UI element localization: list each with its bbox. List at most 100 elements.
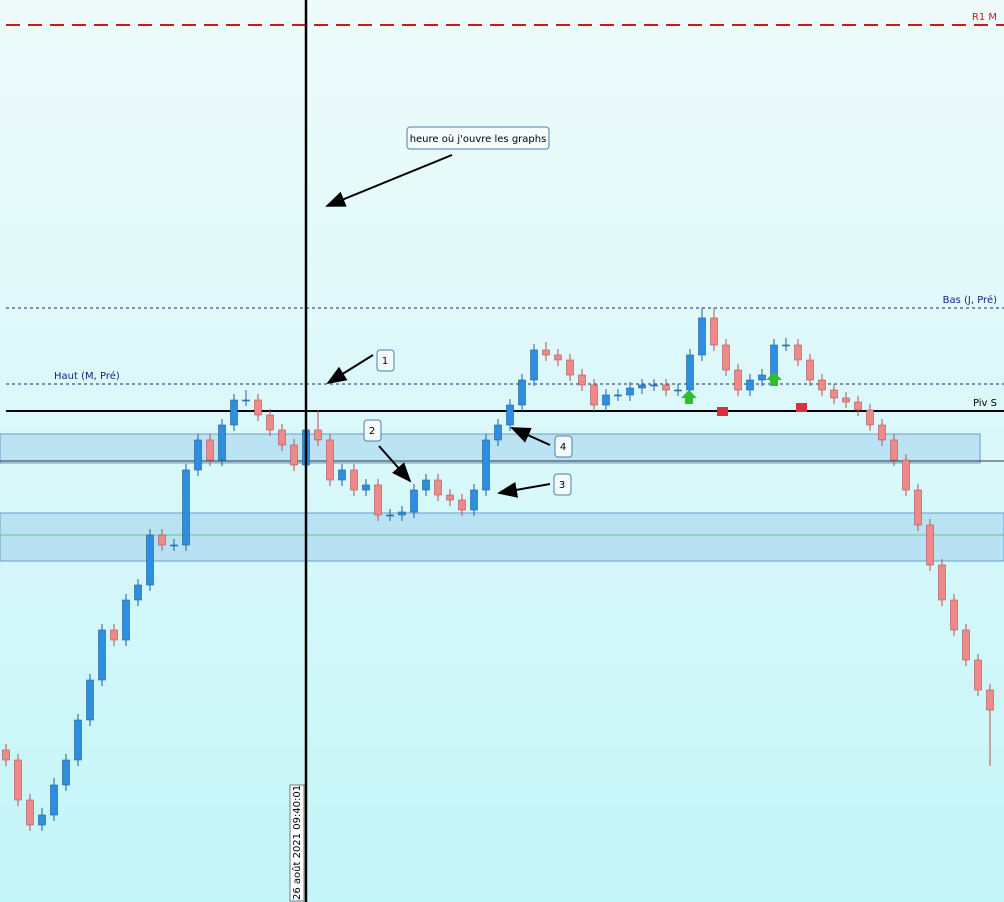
candle-body [194,439,202,471]
candle-body [878,424,886,441]
candle-body [134,584,142,601]
candle-body [890,439,898,461]
arrow [378,445,412,483]
candle-body [446,494,454,501]
candle-body [626,387,634,396]
candle-body [938,564,946,601]
candle-body [218,424,226,461]
candle-body [350,469,358,491]
candle-body [974,659,982,691]
time-label: 26 août 2021 09:40:01 [291,785,303,900]
candle-body [86,679,94,721]
candle-body [50,784,58,816]
candle-body [686,354,694,391]
candle-body [782,344,790,347]
buy-signal [681,390,697,404]
candle-body [854,401,862,411]
candle-body [254,399,262,416]
arrow [326,354,374,385]
candle-body [374,484,382,516]
candle-body [674,389,682,392]
callout-text: heure où j'ouvre les graphs [410,133,547,145]
candle-body [386,514,394,517]
candle-body [398,511,406,516]
candle-body [266,414,274,431]
candle-body [818,379,826,391]
candle-body [494,424,502,441]
candle-body [458,499,466,511]
candle-body [434,479,442,496]
candle-body [338,469,346,481]
candle-body [614,394,622,397]
candle-body [698,317,706,356]
callout-box [363,419,382,442]
time-label-box [289,784,305,902]
arrow [510,427,551,446]
callout-text: 4 [560,442,566,453]
level-label: R1 M [972,12,997,23]
level-label: Haut (M, Pré) [54,370,120,382]
candle-body [926,524,934,566]
callout-text: 1 [382,356,388,367]
candle-body [182,469,190,546]
candle-body [74,719,82,761]
candle-body [158,534,166,546]
candle-body [662,384,670,391]
candle-body [794,344,802,361]
candle-body [110,629,118,641]
callout-text: 2 [369,426,375,437]
candle-body [746,379,754,391]
callout-box [376,349,395,372]
candle-body [842,397,850,403]
candle-body [710,317,718,346]
arrow [325,154,453,207]
candle-body [242,399,250,402]
candle-body [962,629,970,661]
candle-body [14,759,22,801]
candle-body [866,409,874,426]
candle-body [650,384,658,387]
candle-body [830,389,838,399]
candle-body [314,429,322,441]
candle-body [554,354,562,361]
candle-body [146,534,154,586]
sell-signal [796,403,807,412]
callout-box [554,435,573,458]
candle-body [482,439,490,491]
candle-body [62,759,70,786]
candle-body [758,374,766,381]
candle-body [566,359,574,376]
candle-body [278,429,286,446]
candle-body [170,544,178,547]
candle-body [122,599,130,641]
candle-body [98,629,106,681]
arrow [497,481,551,498]
candle-body [986,689,994,711]
candle-body [542,349,550,356]
level-label: Piv S [973,398,997,409]
zone [0,433,981,464]
plot: R1 M Bas (J, Pré) Haut (M, Pré) Piv S [0,12,1004,831]
candle-body [230,399,238,426]
candle-body [638,384,646,389]
candle-body [734,369,742,391]
candle-body [38,814,46,826]
candle-body [590,384,598,406]
callout-box [553,473,572,496]
callout-box [406,126,550,150]
candle-body [518,379,526,406]
candle-body [950,599,958,631]
candle-body [410,489,418,513]
candle-body [770,344,778,376]
zone [0,512,1004,562]
candle-body [290,444,298,466]
candle-body [530,349,538,381]
candle-body [602,394,610,406]
sell-signal [717,407,728,416]
candle-body [26,799,34,826]
buy-signal [766,372,782,386]
callout-text: 3 [559,480,565,491]
candle-body [206,439,214,461]
